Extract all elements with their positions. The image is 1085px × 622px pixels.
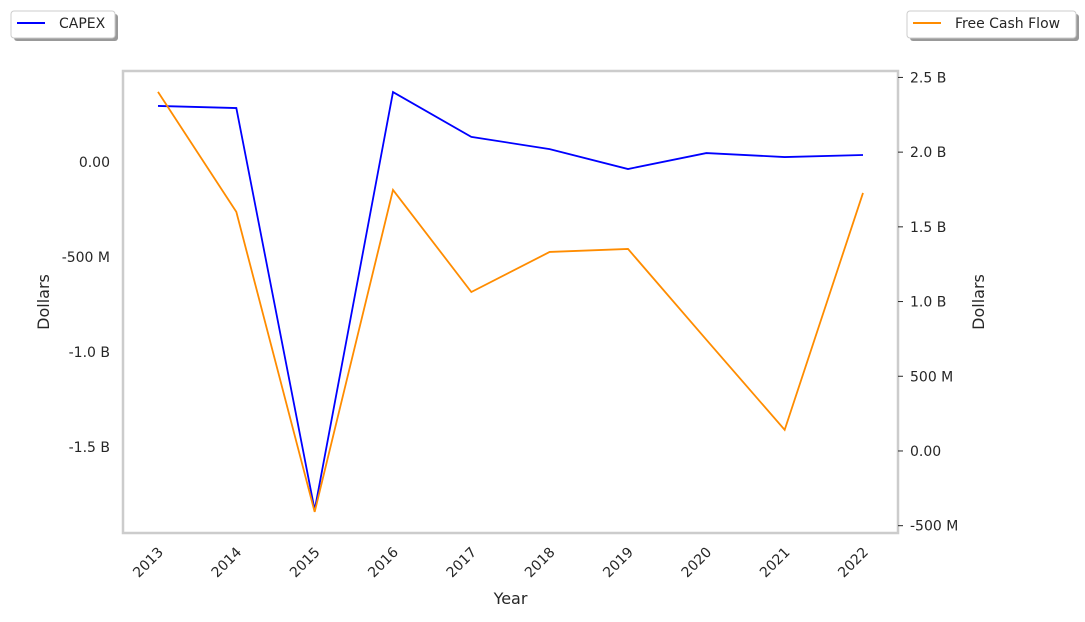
y-tick-right: 0.00 bbox=[910, 444, 941, 460]
series-line-capex bbox=[157, 90, 864, 511]
x-tick-label: 2013 bbox=[130, 545, 167, 582]
legend-label: Free Cash Flow bbox=[955, 16, 1060, 32]
x-tick-label: 2020 bbox=[679, 545, 716, 582]
y-tick-left: -1.5 B bbox=[69, 440, 110, 456]
x-tick-label: 2019 bbox=[600, 545, 637, 582]
plot-frame bbox=[121, 69, 900, 535]
x-tick-label: 2018 bbox=[522, 545, 559, 582]
x-axis-label: Year bbox=[493, 589, 528, 608]
x-tick-label: 2022 bbox=[835, 545, 872, 582]
y-tick-right: 2.0 B bbox=[910, 145, 946, 161]
x-tick-label: 2016 bbox=[365, 544, 402, 581]
legend-label: CAPEX bbox=[59, 16, 106, 32]
x-tick-label: 2014 bbox=[209, 544, 246, 581]
series-line-free-cash-flow bbox=[157, 91, 864, 513]
y-axis-label-right: Dollars bbox=[969, 274, 988, 330]
y-tick-right: 500 M bbox=[910, 369, 953, 385]
y-tick-right: 1.0 B bbox=[910, 295, 946, 311]
y-tick-left: -500 M bbox=[62, 250, 110, 266]
y-tick-right: 2.5 B bbox=[910, 70, 946, 86]
x-tick-label: 2017 bbox=[444, 545, 481, 582]
y-axis-label-left: Dollars bbox=[34, 274, 53, 330]
x-tick-label: 2021 bbox=[757, 545, 794, 582]
y-tick-left: -1.0 B bbox=[69, 345, 110, 361]
y-tick-right: -500 M bbox=[910, 519, 958, 535]
y-tick-right: 1.5 B bbox=[910, 220, 946, 236]
y-tick-left: 0.00 bbox=[79, 155, 110, 171]
x-tick-label: 2015 bbox=[287, 545, 324, 582]
legend-box bbox=[906, 10, 1077, 39]
legend-box bbox=[10, 10, 116, 39]
